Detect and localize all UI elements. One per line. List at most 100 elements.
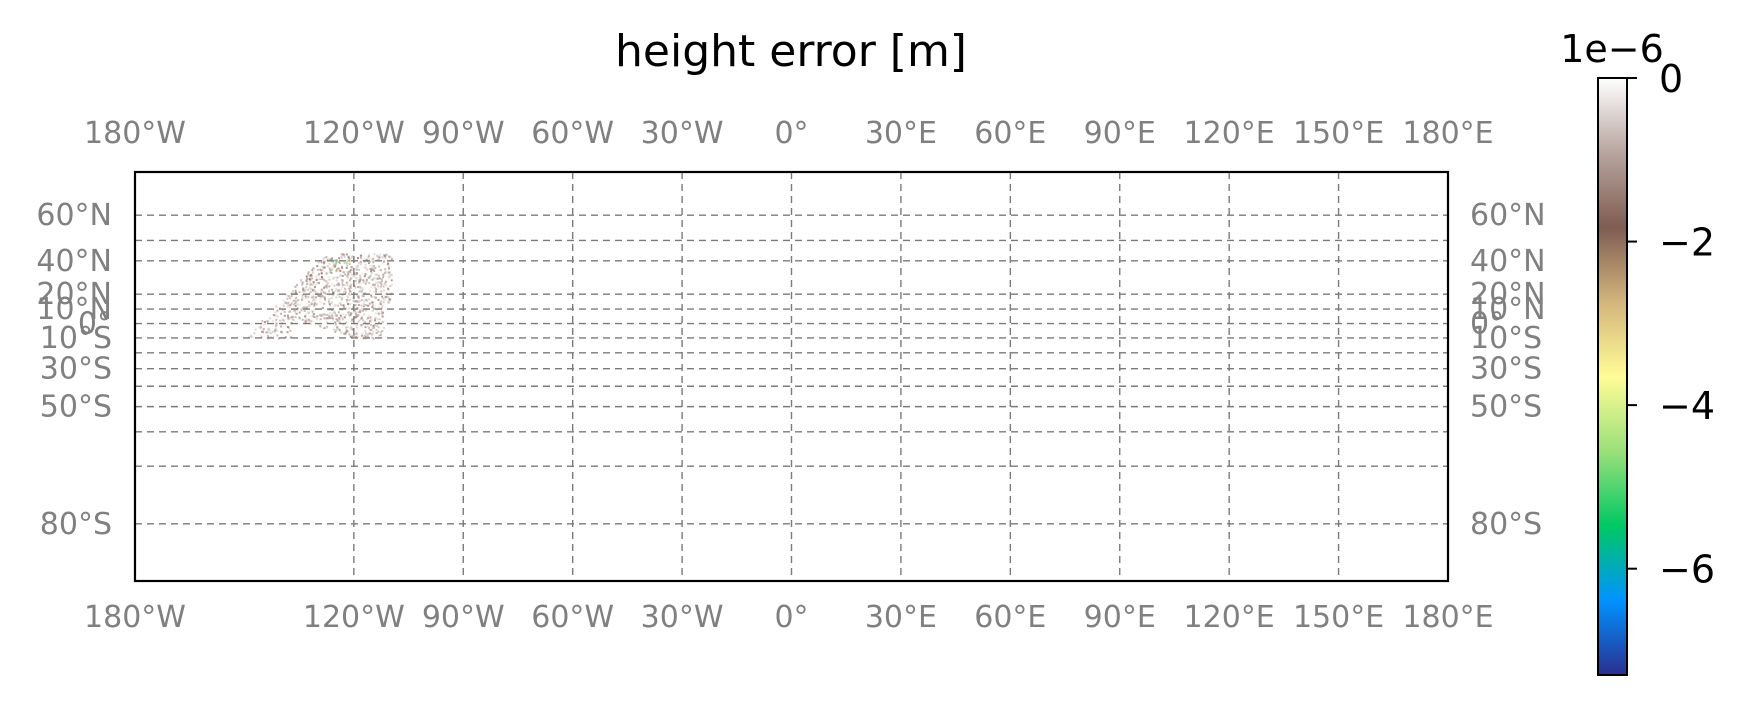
data-pixel (341, 279, 344, 282)
data-pixel (362, 279, 365, 282)
data-pixel (354, 300, 357, 303)
data-pixel (275, 324, 278, 327)
data-pixel (323, 260, 326, 263)
data-pixel (336, 293, 339, 296)
data-pixel (367, 257, 370, 260)
data-pixel (372, 307, 375, 310)
data-pixel (362, 258, 365, 261)
data-pixel (376, 277, 379, 280)
data-pixel (369, 275, 372, 277)
data-pixel (306, 272, 309, 275)
data-pixel (340, 316, 343, 319)
data-pixel (280, 311, 283, 314)
data-pixel (377, 330, 380, 333)
data-pixel (332, 310, 335, 313)
data-pixel (363, 278, 366, 281)
data-pixel (357, 304, 360, 306)
data-pixel (335, 318, 338, 320)
data-pixel (282, 319, 285, 322)
data-pixel (382, 293, 385, 296)
data-pixel (308, 274, 311, 277)
data-pixel (349, 282, 352, 284)
lon-tick-label-bottom: 120°E (1184, 600, 1275, 635)
data-pixel (341, 267, 344, 269)
data-pixel (294, 309, 297, 312)
data-pixel (324, 285, 327, 288)
data-pixel (315, 317, 318, 320)
data-pixel (375, 329, 378, 331)
data-pixel (384, 256, 387, 259)
data-pixel (330, 268, 333, 271)
lon-tick-label-top: 180°E (1402, 116, 1493, 151)
data-pixel (362, 295, 365, 298)
data-pixel (377, 274, 380, 277)
lon-tick-label-top: 120°E (1184, 116, 1275, 151)
data-pixel (282, 304, 285, 307)
data-pixel (282, 308, 284, 311)
lon-tick-label-bottom: 120°W (303, 600, 405, 635)
data-pixel (352, 306, 354, 309)
data-pixel (325, 256, 328, 258)
data-pixel (367, 276, 370, 279)
data-pixel (338, 262, 341, 265)
data-pixel (372, 283, 375, 286)
data-pixel (357, 262, 360, 265)
data-pixel (273, 329, 276, 332)
lat-tick-label-right: 40°N (1470, 244, 1546, 279)
data-pixel (359, 262, 362, 265)
data-pixel (319, 318, 322, 321)
data-pixel (353, 334, 356, 337)
data-pixel (370, 332, 373, 335)
data-pixel (319, 295, 322, 298)
data-pixel (267, 330, 269, 333)
data-pixel (327, 317, 330, 320)
data-pixel (290, 302, 293, 305)
data-pixel (385, 284, 388, 287)
data-pixel (319, 314, 321, 317)
data-pixel (344, 273, 347, 276)
data-pixel (351, 328, 354, 331)
data-pixel (368, 282, 371, 285)
data-pixel (351, 273, 353, 276)
data-pixel (338, 257, 340, 260)
data-pixel (310, 283, 312, 285)
data-pixel (355, 313, 358, 316)
data-pixel (347, 276, 350, 279)
data-pixel (323, 317, 326, 320)
data-pixel (346, 259, 349, 262)
data-pixel (310, 287, 313, 290)
data-pixel (342, 296, 345, 299)
data-pixel (356, 326, 359, 329)
data-pixel (336, 259, 338, 262)
data-pixel (272, 314, 275, 317)
data-pixel (329, 312, 332, 315)
data-pixel (375, 277, 378, 280)
data-pixel (322, 313, 325, 316)
data-pixel (381, 255, 384, 258)
data-pixel (334, 263, 337, 266)
colorbar-tick-label: −2 (1659, 221, 1715, 265)
data-pixel (328, 290, 331, 293)
data-pixel (348, 279, 351, 282)
data-pixel (379, 269, 382, 272)
data-pixel (340, 331, 343, 334)
data-pixel (322, 266, 324, 269)
data-pixel (327, 300, 330, 303)
data-pixel (356, 332, 359, 335)
data-pixel (336, 319, 339, 322)
data-pixel (336, 268, 339, 271)
data-pixel (351, 255, 354, 258)
data-pixel (376, 283, 379, 286)
data-pixel (298, 316, 301, 319)
data-pixel (373, 284, 376, 287)
data-pixel (372, 260, 375, 263)
data-pixel (374, 319, 376, 322)
data-pixel (360, 304, 363, 307)
data-pixel (339, 273, 342, 276)
data-pixel (354, 331, 357, 334)
data-pixel (353, 271, 356, 274)
data-pixel (286, 331, 289, 334)
data-pixel (360, 288, 363, 291)
data-pixel (262, 327, 265, 330)
data-pixel (290, 316, 293, 319)
